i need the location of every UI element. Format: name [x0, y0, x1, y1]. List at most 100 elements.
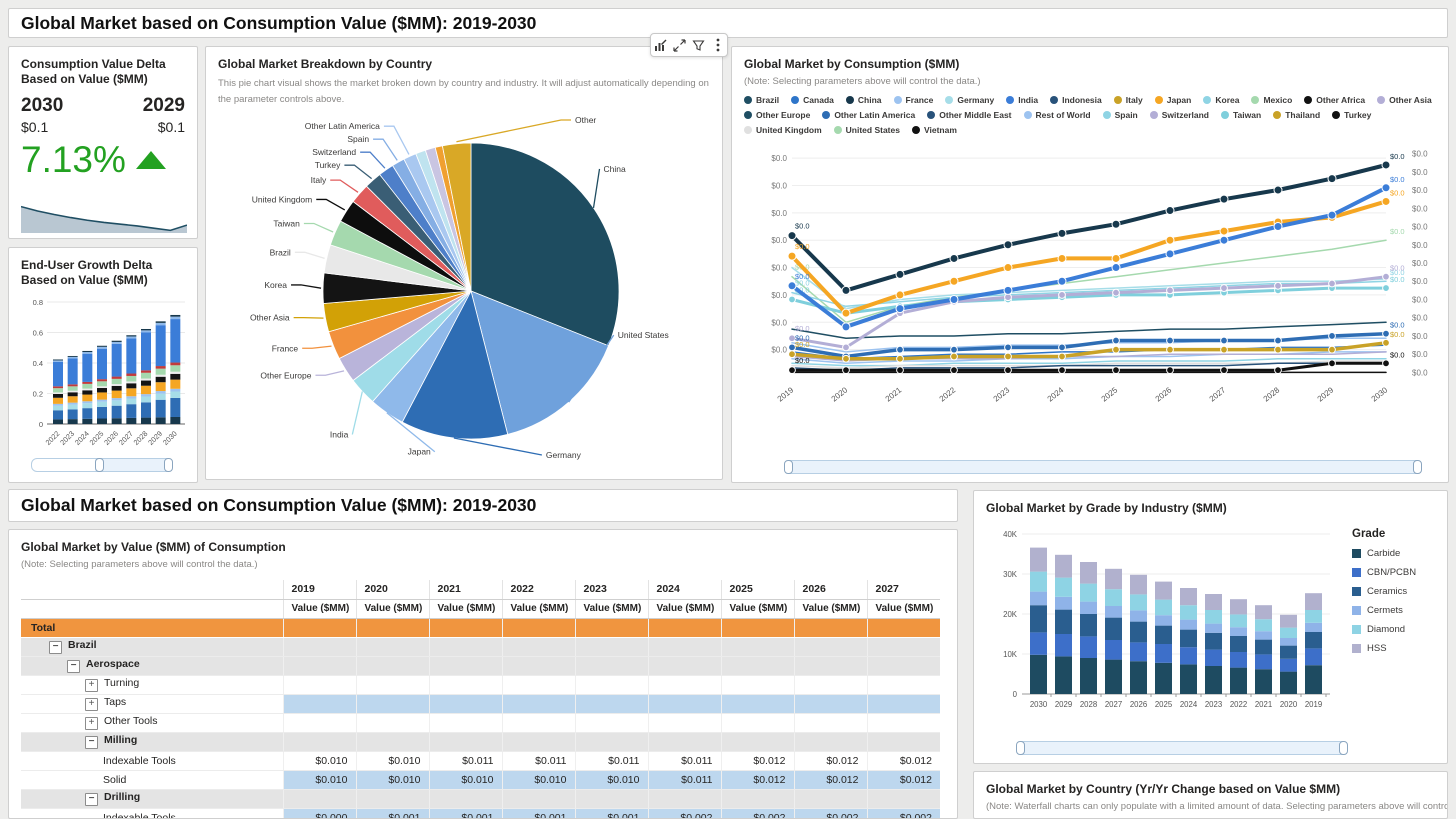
end-user-bar-segment[interactable] [155, 322, 166, 326]
grade-bar-cermets[interactable] [1230, 627, 1247, 636]
grade-bar-hss[interactable] [1205, 594, 1222, 610]
grade-bar-ceramics[interactable] [1030, 605, 1047, 633]
grade-bar-carbide[interactable] [1205, 666, 1222, 694]
grade-bar-cbn-pcbn[interactable] [1080, 636, 1097, 658]
grade-bar-hss[interactable] [1230, 599, 1247, 615]
grade-bar-diamond[interactable] [1130, 594, 1147, 611]
end-user-bar-segment[interactable] [111, 384, 122, 386]
end-user-bar-segment[interactable] [82, 352, 93, 354]
end-user-bar-segment[interactable] [170, 416, 181, 424]
legend-item-turkey[interactable]: Turkey [1332, 110, 1371, 120]
grade-bar-carbide[interactable] [1305, 665, 1322, 694]
grade-bar-ceramics[interactable] [1280, 645, 1297, 659]
end-user-bar-segment[interactable] [111, 405, 122, 419]
grade-bar-cbn-pcbn[interactable] [1230, 652, 1247, 668]
end-user-bar-segment[interactable] [141, 330, 151, 333]
end-user-bar-segment[interactable] [111, 341, 122, 344]
data-point[interactable] [1328, 345, 1336, 354]
collapse-icon[interactable]: − [85, 736, 98, 749]
data-point[interactable] [842, 366, 850, 375]
legend-item-japan[interactable]: Japan [1154, 95, 1191, 105]
data-point[interactable] [1328, 359, 1336, 368]
end-user-bar-segment[interactable] [67, 386, 78, 391]
end-user-bar-segment[interactable] [97, 388, 107, 393]
end-user-bar-segment[interactable] [111, 418, 122, 424]
end-user-bar-segment[interactable] [141, 385, 151, 395]
end-user-bar-segment[interactable] [126, 338, 137, 374]
end-user-bar-segment[interactable] [126, 388, 137, 397]
data-point[interactable] [1004, 352, 1012, 361]
line-series-china[interactable] [790, 163, 1388, 293]
slider-handle-left[interactable] [1016, 741, 1025, 755]
data-point[interactable] [896, 366, 904, 375]
collapse-icon[interactable]: − [67, 660, 80, 673]
legend-item-united-states[interactable]: United States [833, 125, 900, 135]
legend-item-germany[interactable]: Germany [945, 95, 994, 105]
grade-legend-item-diamond[interactable]: Diamond [1352, 624, 1416, 635]
pie-slice-other[interactable] [441, 142, 472, 292]
data-point[interactable] [895, 290, 905, 300]
line-series-germany[interactable] [791, 266, 1387, 310]
data-point[interactable] [1057, 276, 1067, 286]
end-user-bar-segment[interactable] [53, 397, 63, 404]
end-user-bar-segment[interactable] [126, 375, 137, 382]
grade-range-slider[interactable] [1016, 741, 1348, 755]
data-point[interactable] [788, 366, 796, 375]
data-point[interactable] [1220, 345, 1228, 354]
table-row-indexable-tools[interactable]: Indexable Tools $0.010 $0.010 $0.011 $0.011 $… [21, 751, 940, 771]
legend-item-other-middle-east[interactable]: Other Middle East [927, 110, 1012, 120]
line-series-taiwan[interactable] [790, 286, 1388, 315]
end-user-bar-segment[interactable] [97, 406, 107, 419]
grade-bar-diamond[interactable] [1255, 619, 1272, 632]
end-user-bar-segment[interactable] [155, 374, 166, 377]
expand-icon[interactable]: + [85, 679, 98, 692]
legend-item-indonesia[interactable]: Indonesia [1050, 95, 1102, 105]
end-user-bar-segment[interactable] [53, 410, 63, 420]
grade-bar-carbide[interactable] [1080, 658, 1097, 694]
end-user-bar-segment[interactable] [141, 417, 151, 424]
end-user-bar-segment[interactable] [97, 345, 107, 347]
data-point[interactable] [1382, 338, 1390, 347]
data-point[interactable] [1273, 185, 1283, 195]
legend-item-brazil[interactable]: Brazil [744, 95, 779, 105]
grade-bar-cermets[interactable] [1280, 638, 1297, 646]
end-user-bar-segment[interactable] [82, 401, 93, 404]
end-user-bar-segment[interactable] [141, 380, 151, 386]
grade-legend-item-cbn-pcbn[interactable]: CBN/PCBN [1352, 567, 1416, 578]
data-point[interactable] [1004, 343, 1012, 352]
data-point[interactable] [1058, 352, 1066, 361]
legend-item-vietnam[interactable]: Vietnam [911, 125, 957, 135]
end-user-bar-segment[interactable] [111, 343, 122, 377]
grade-bar-hss[interactable] [1130, 574, 1147, 595]
data-point[interactable] [896, 354, 904, 363]
data-point[interactable] [1003, 240, 1013, 250]
end-user-bar-segment[interactable] [111, 400, 122, 406]
end-user-bar-segment[interactable] [97, 401, 107, 407]
grade-bar-cermets[interactable] [1105, 606, 1122, 618]
end-user-bar-segment[interactable] [82, 353, 93, 382]
end-user-bar-segment[interactable] [82, 350, 93, 353]
pie-slice-germany[interactable] [401, 289, 509, 440]
slider-handle-right[interactable] [164, 458, 173, 472]
legend-item-thailand[interactable]: Thailand [1273, 110, 1320, 120]
data-point[interactable] [1382, 272, 1390, 281]
grade-bar-diamond[interactable] [1055, 577, 1072, 597]
end-user-bar-segment[interactable] [67, 390, 78, 393]
data-point[interactable] [1111, 253, 1121, 263]
data-point[interactable] [787, 231, 797, 241]
data-point[interactable] [895, 269, 905, 279]
end-user-bar-segment[interactable] [97, 348, 107, 380]
grade-bar-cbn-pcbn[interactable] [1105, 640, 1122, 660]
end-user-bar-segment[interactable] [82, 390, 93, 395]
grade-bar-cermets[interactable] [1130, 610, 1147, 622]
data-point[interactable] [787, 251, 797, 261]
legend-item-united-kingdom[interactable]: United Kingdom [744, 125, 822, 135]
data-point[interactable] [1327, 210, 1337, 220]
data-point[interactable] [1058, 291, 1066, 299]
grade-bar-diamond[interactable] [1305, 610, 1322, 623]
end-user-bar-segment[interactable] [97, 392, 107, 400]
end-user-bar-segment[interactable] [111, 390, 122, 399]
data-point[interactable] [841, 308, 851, 318]
data-point[interactable] [1165, 249, 1175, 259]
grade-bar-diamond[interactable] [1205, 610, 1222, 624]
